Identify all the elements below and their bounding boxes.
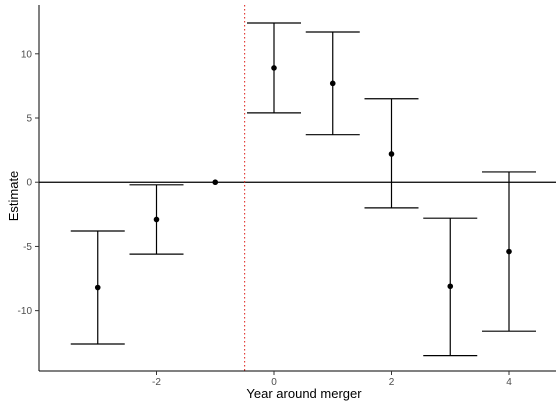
axes: -10 -5 0 5 10 -2 0 2 4 <box>18 5 556 388</box>
estimate-point <box>153 216 160 223</box>
x-tick-label: 2 <box>389 377 395 388</box>
estimate-point <box>388 151 395 157</box>
plot-area <box>39 5 556 371</box>
y-tick-label: 0 <box>26 178 32 189</box>
x-axis-title: Year around merger <box>246 386 362 401</box>
estimate-point <box>212 179 219 186</box>
x-tick-label: 0 <box>271 377 277 388</box>
estimate-point <box>329 80 336 87</box>
estimate-point <box>506 248 512 255</box>
x-tick-label: 4 <box>506 377 512 388</box>
estimate-point <box>447 283 454 290</box>
y-tick-label: 5 <box>26 114 32 125</box>
estimate-point <box>94 284 101 291</box>
y-tick-label: -5 <box>23 242 32 253</box>
y-tick-label: -10 <box>18 306 33 317</box>
estimate-point <box>271 65 277 71</box>
x-tick-label: -2 <box>152 377 161 388</box>
y-tick-label: 10 <box>21 49 33 60</box>
y-axis-title: Estimate <box>6 171 21 222</box>
